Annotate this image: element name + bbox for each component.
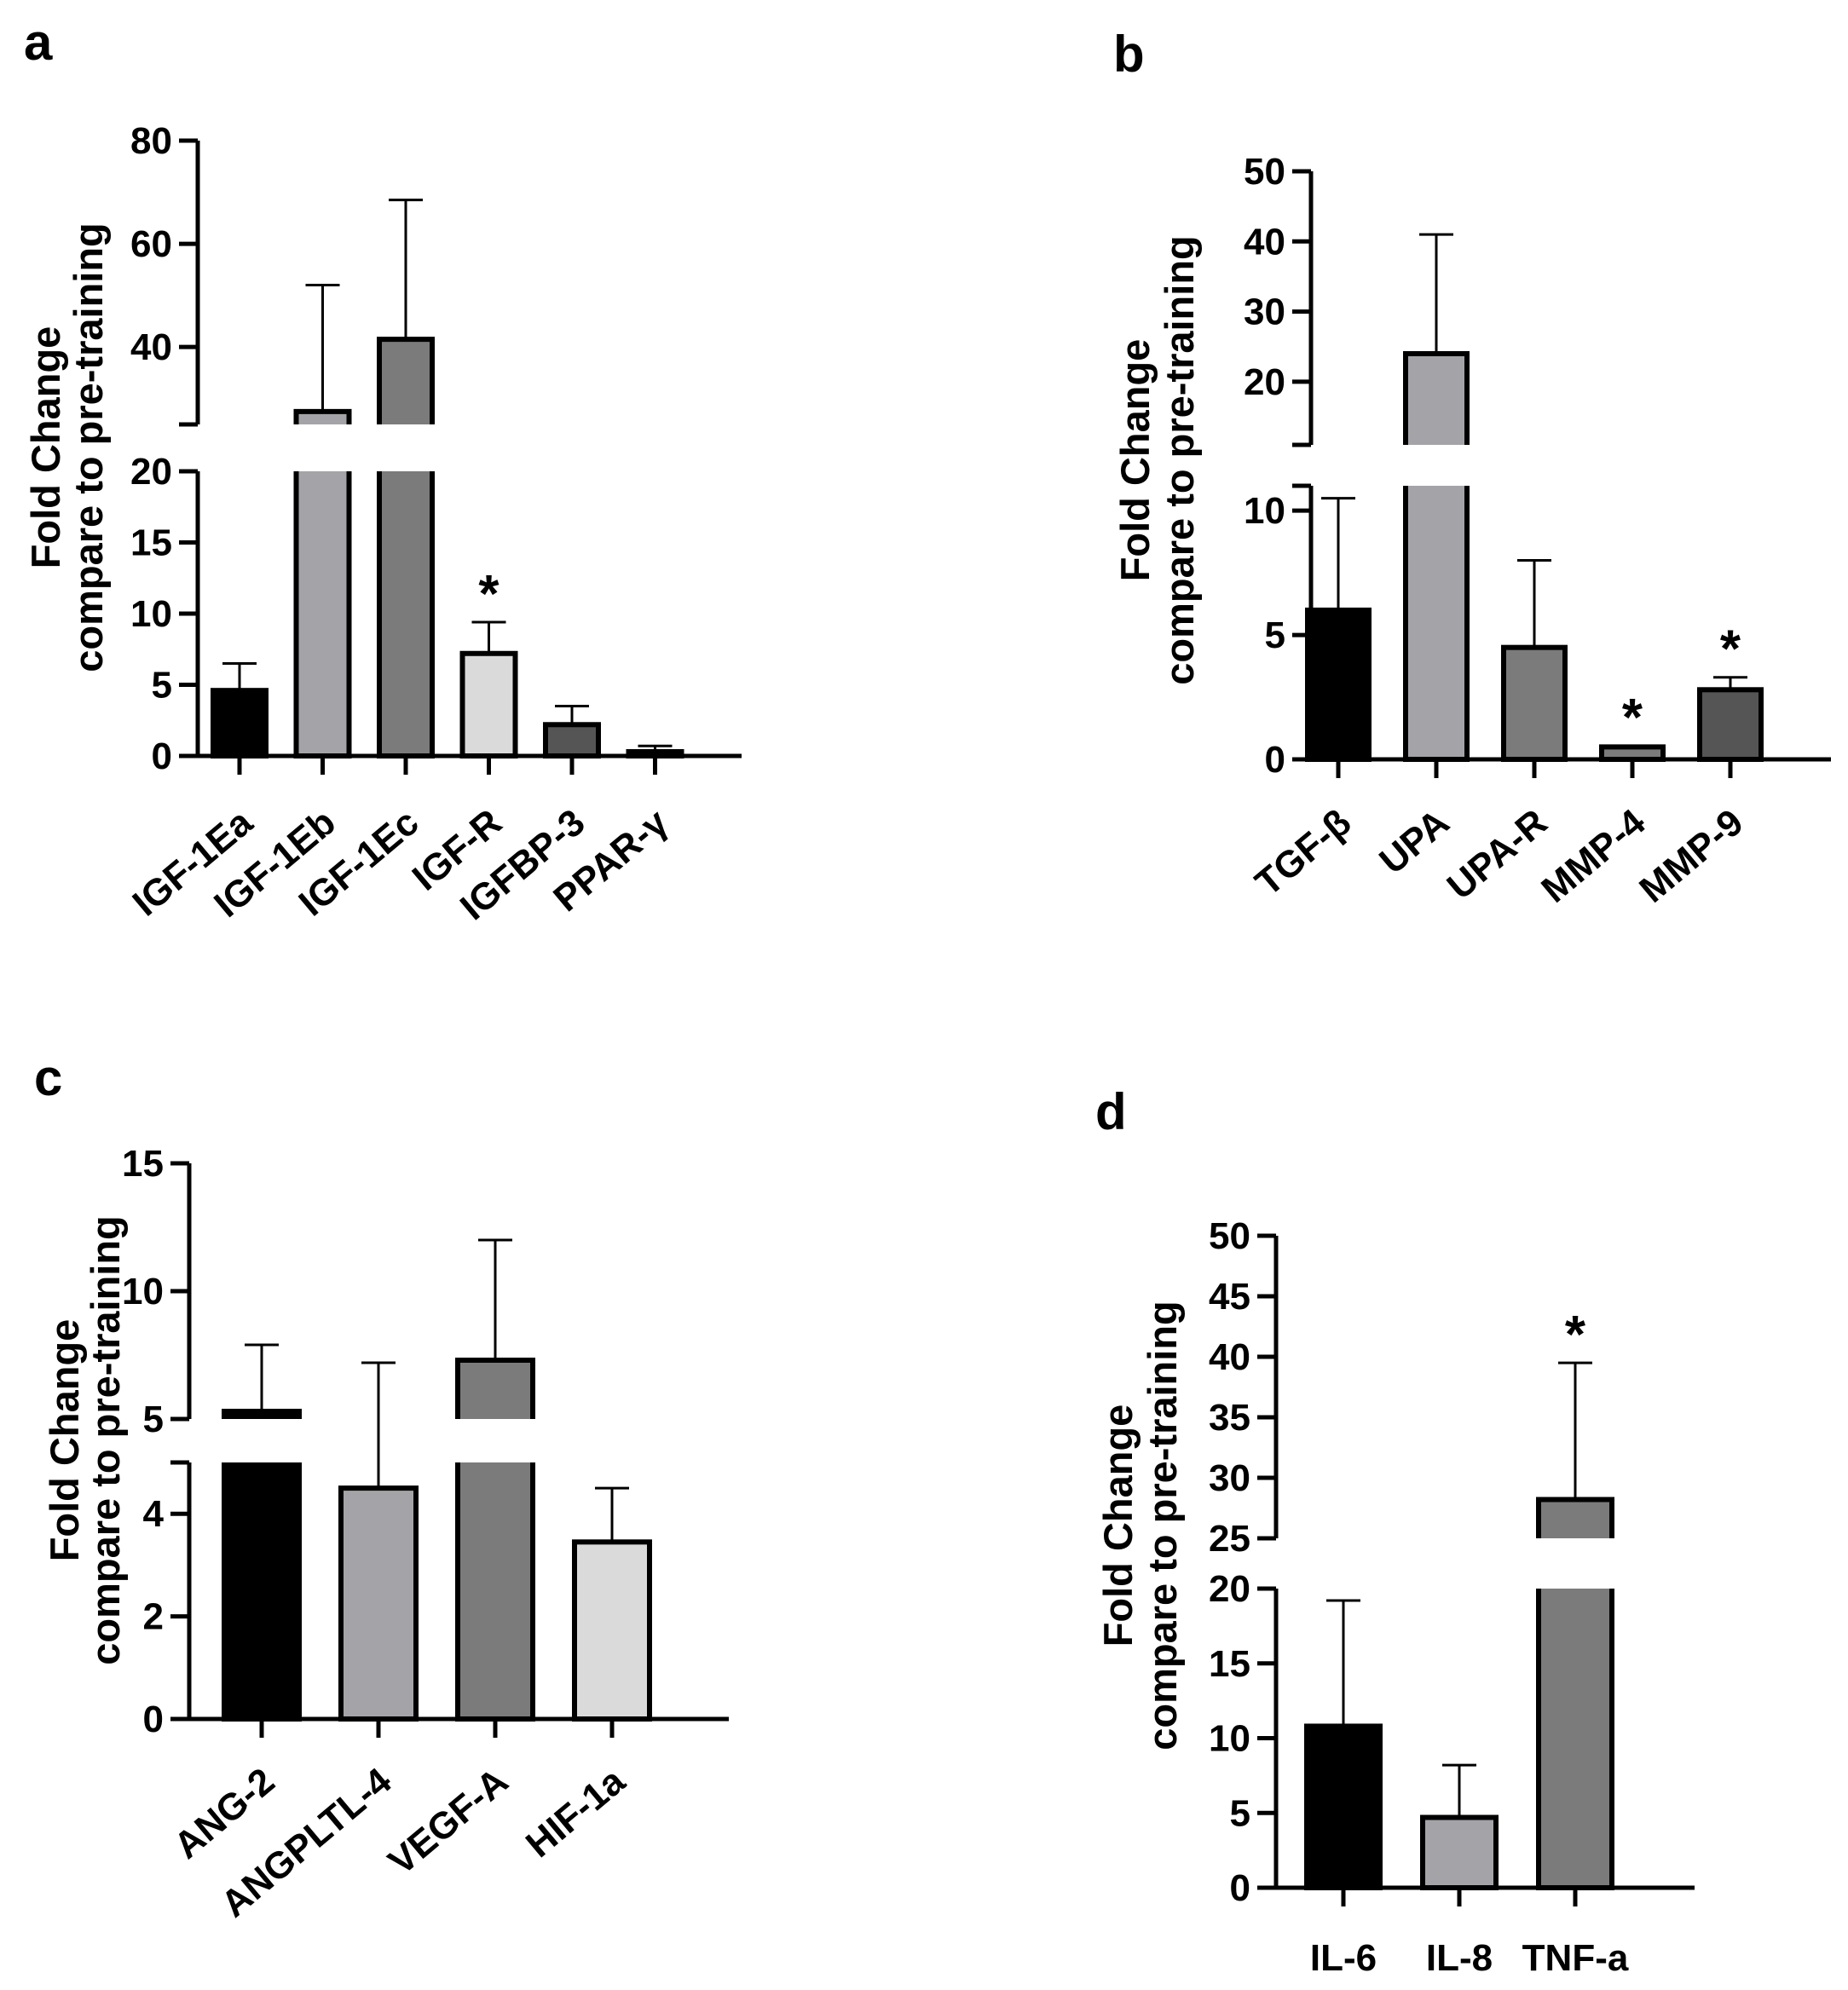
y-tick-label: 15 xyxy=(130,522,172,564)
category-label: VEGF-A xyxy=(381,1760,517,1883)
y-tick-label: 5 xyxy=(152,665,172,707)
panel-letter: b xyxy=(1113,26,1145,83)
panel-letter: c xyxy=(34,1049,62,1106)
bar xyxy=(458,1360,533,1419)
bar xyxy=(1501,644,1568,762)
y-tick-label: 25 xyxy=(1209,1518,1250,1560)
significance-star: * xyxy=(1720,620,1741,679)
category-label: UPA xyxy=(1372,801,1457,882)
chart-panel-d: d Fold Change compare to pre-training 0 5 10 1… xyxy=(1095,1083,1695,1979)
y-axis-label: compare to pre-training xyxy=(83,1215,128,1665)
y-tick-label: 0 xyxy=(1265,739,1285,781)
y-tick-label: 0 xyxy=(143,1699,164,1740)
category-label: IL-8 xyxy=(1426,1937,1493,1979)
bar xyxy=(296,411,349,424)
y-tick-label: 10 xyxy=(130,593,172,635)
bar xyxy=(296,471,349,756)
y-tick-label: 10 xyxy=(1209,1718,1250,1760)
y-tick-label: 50 xyxy=(1209,1215,1250,1257)
y-tick-label: 40 xyxy=(130,326,172,368)
bar-outline xyxy=(377,337,435,424)
y-axis-label: compare to pre-training xyxy=(1157,235,1202,685)
bar xyxy=(1539,1499,1612,1538)
y-tick-label: 20 xyxy=(1244,361,1285,403)
bar xyxy=(1539,1589,1612,1888)
bar xyxy=(1420,1814,1499,1890)
y-axis-label: Fold Change xyxy=(1095,1405,1141,1647)
bar xyxy=(543,722,601,759)
bar xyxy=(572,1539,652,1722)
bar xyxy=(338,1485,419,1722)
y-tick-label: 5 xyxy=(1265,614,1285,656)
category-label: HIF-1a xyxy=(518,1760,633,1866)
bar xyxy=(379,471,432,756)
bar xyxy=(1305,607,1372,763)
y-tick-label: 4 xyxy=(143,1493,165,1535)
y-tick-label: 30 xyxy=(1244,291,1285,333)
y-tick-label: 20 xyxy=(130,451,172,493)
significance-star: * xyxy=(1565,1306,1586,1364)
category-label: UPA-R xyxy=(1440,801,1556,908)
panel-letter: a xyxy=(24,14,53,71)
y-tick-label: 35 xyxy=(1209,1397,1250,1439)
bar xyxy=(379,339,432,424)
y-tick-label: 5 xyxy=(1230,1792,1250,1834)
y-axis-label: Fold Change xyxy=(42,1319,87,1562)
bar xyxy=(626,748,684,759)
y-tick-label: 0 xyxy=(1230,1867,1250,1909)
y-tick-label: 5 xyxy=(143,1399,164,1440)
bar xyxy=(1697,687,1764,762)
bar xyxy=(211,688,269,759)
y-axis-label: Fold Change xyxy=(1112,339,1158,582)
bar xyxy=(224,1462,299,1719)
category-label: TGF-β xyxy=(1248,801,1360,904)
y-axis-label: Fold Change xyxy=(23,326,68,569)
y-tick-label: 20 xyxy=(1209,1568,1250,1610)
bar xyxy=(459,650,518,759)
bar xyxy=(1406,354,1467,445)
bar xyxy=(224,1411,299,1419)
y-tick-label: 40 xyxy=(1209,1336,1250,1378)
bar-outline xyxy=(1536,1497,1614,1538)
bar xyxy=(1406,486,1467,759)
y-tick-label: 2 xyxy=(143,1596,164,1638)
y-axis-label: compare to pre-training xyxy=(1140,1301,1185,1751)
significance-star: * xyxy=(478,565,500,624)
y-tick-label: 0 xyxy=(152,735,172,777)
y-tick-label: 45 xyxy=(1209,1276,1250,1318)
y-tick-label: 50 xyxy=(1244,151,1285,193)
category-label: MMP-4 xyxy=(1533,801,1654,911)
bar-outline xyxy=(293,408,352,424)
bar xyxy=(458,1462,533,1719)
bar xyxy=(1599,744,1666,763)
y-tick-label: 10 xyxy=(1244,490,1285,532)
y-tick-label: 15 xyxy=(1209,1643,1250,1685)
bar xyxy=(1304,1723,1383,1890)
bar-outline xyxy=(1403,351,1470,445)
y-tick-label: 30 xyxy=(1209,1457,1250,1499)
bar-outline xyxy=(222,1409,302,1419)
y-tick-label: 40 xyxy=(1244,221,1285,262)
y-axis-label: compare to pre-training xyxy=(66,222,111,672)
y-tick-label: 60 xyxy=(130,223,172,265)
category-label: TNF-a xyxy=(1522,1937,1629,1979)
y-tick-label: 80 xyxy=(130,120,172,162)
y-tick-label: 15 xyxy=(122,1143,164,1185)
y-tick-label: 10 xyxy=(122,1271,164,1312)
bar-outline xyxy=(455,1358,535,1419)
category-label: MMP-9 xyxy=(1631,801,1751,911)
significance-star: * xyxy=(1622,689,1643,747)
panel-letter: d xyxy=(1095,1083,1127,1140)
chart-panel-b: b Fold Change compare to pre-training 0 5 10 2… xyxy=(1112,26,1831,911)
category-label: IL-6 xyxy=(1310,1937,1377,1979)
